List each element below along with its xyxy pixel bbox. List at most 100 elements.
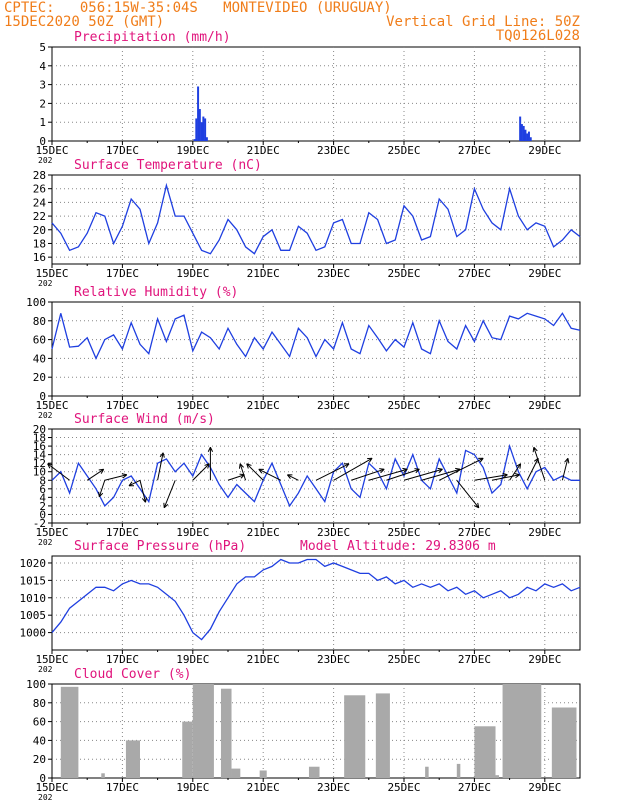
- wind-arrow: [351, 468, 385, 481]
- wind-arrow-head: [287, 474, 293, 480]
- precip-bar: [522, 125, 525, 141]
- y-tick-label: 1015: [20, 574, 47, 587]
- x-tick-label: 19DEC: [176, 144, 209, 157]
- wind-arrow-head: [379, 468, 385, 474]
- cloud-bar: [182, 721, 193, 778]
- x-tick-label: 25DEC: [387, 653, 420, 666]
- wind-arrow: [287, 474, 299, 481]
- y-tick-label: 0: [39, 135, 46, 148]
- x-tick-label: 15DEC: [35, 526, 68, 539]
- panel-3: Relative Humidity (%) 0 20 40 60 80 100 15DEC 17…: [26, 285, 581, 420]
- x-tick-label: 21DEC: [247, 781, 280, 794]
- y-tick-label: 20: [33, 224, 46, 237]
- precip-bar: [202, 116, 205, 141]
- precip-bar: [526, 133, 529, 141]
- y-tick-label: 1000: [20, 627, 47, 640]
- x-tick-label: 29DEC: [528, 526, 561, 539]
- cloud-bar: [502, 684, 542, 778]
- wind-arrow-shaft: [47, 463, 70, 481]
- wind-arrow-head: [159, 452, 165, 458]
- year-label: 202: [38, 793, 53, 800]
- wind-arrow-shaft: [438, 457, 484, 481]
- wind-arrow-head: [207, 447, 214, 452]
- cloud-bar: [60, 686, 79, 778]
- wind-arrow-shaft: [526, 458, 539, 481]
- wind-arrow: [509, 463, 522, 481]
- y-tick-label: 16: [33, 440, 46, 453]
- wind-arrow: [246, 463, 264, 481]
- x-tick-label: 25DEC: [387, 781, 420, 794]
- y-tick-label: 2: [39, 97, 46, 110]
- wind-arrow-shaft: [315, 463, 350, 481]
- series-line: [51, 182, 581, 255]
- x-tick-label: 27DEC: [458, 653, 491, 666]
- wind-arrow-head: [564, 457, 570, 464]
- wind-arrow-shaft: [287, 474, 299, 481]
- wind-arrow: [157, 452, 165, 481]
- precip-bar: [519, 116, 522, 141]
- panel-frame: [51, 174, 581, 265]
- y-tick-label: 12: [33, 457, 46, 470]
- x-tick-label: 21DEC: [247, 144, 280, 157]
- cloud-bar: [259, 770, 267, 778]
- precip-bar: [200, 122, 203, 141]
- precip-bar: [198, 109, 201, 141]
- panel-title: Surface Pressure (hPa): [74, 539, 246, 554]
- x-tick-label: 19DEC: [176, 653, 209, 666]
- panel-annotation: Model Altitude: 29.8306 m: [300, 539, 496, 554]
- x-tick-label: 15DEC: [35, 781, 68, 794]
- y-tick-label: 16: [33, 251, 46, 264]
- wind-arrow-shaft: [163, 480, 176, 508]
- wind-arrow-head: [367, 457, 373, 463]
- wind-arrow-head: [128, 481, 135, 487]
- wind-arrow: [474, 472, 508, 481]
- x-tick-label: 27DEC: [458, 526, 491, 539]
- x-tick-label: 19DEC: [176, 526, 209, 539]
- x-tick-label: 25DEC: [387, 399, 420, 412]
- wind-arrow-head: [474, 502, 480, 509]
- series-line: [51, 558, 581, 641]
- x-tick-label: 17DEC: [106, 144, 139, 157]
- x-tick-label: 29DEC: [528, 399, 561, 412]
- wind-arrow: [128, 479, 141, 487]
- x-tick-label: 23DEC: [317, 144, 350, 157]
- wind-arrow: [207, 447, 214, 481]
- wind-arrow: [98, 480, 106, 498]
- cloud-bar: [425, 766, 429, 778]
- wind-arrow-shaft: [351, 468, 385, 481]
- panel-frame: [51, 555, 581, 651]
- y-tick-label: 18: [33, 432, 46, 445]
- wind-arrow: [491, 473, 520, 481]
- precip-bar: [524, 129, 527, 141]
- wind-arrow: [403, 467, 443, 481]
- x-tick-label: 29DEC: [528, 267, 561, 280]
- panel-title: Precipitation (mm/h): [74, 30, 231, 45]
- wind-arrow-head: [98, 491, 104, 498]
- x-tick-label: 23DEC: [317, 781, 350, 794]
- y-tick-label: 60: [33, 334, 46, 347]
- precip-bar: [197, 86, 200, 141]
- y-tick-label: 40: [33, 352, 46, 365]
- x-tick-label: 25DEC: [387, 526, 420, 539]
- cloud-bar: [474, 726, 496, 778]
- panel-title: Surface Wind (m/s): [74, 412, 215, 427]
- x-tick-label: 17DEC: [106, 399, 139, 412]
- y-tick-label: 80: [33, 697, 46, 710]
- cloud-bar: [125, 740, 140, 778]
- wind-arrow: [386, 468, 420, 481]
- panel-title: Cloud Cover (%): [74, 667, 191, 682]
- wind-arrow-head: [532, 446, 538, 453]
- wind-arrow: [532, 446, 546, 481]
- model-code: TQ0126L028: [495, 28, 580, 44]
- wind-arrow-shaft: [333, 457, 373, 481]
- y-tick-label: 14: [33, 449, 47, 462]
- y-tick-label: 100: [26, 678, 46, 691]
- panel-6: Cloud Cover (%) 0 20 40 60 80 100 15DEC 17DEC 19D…: [26, 667, 581, 800]
- y-tick-label: 1010: [20, 592, 47, 605]
- panel-frame: [51, 428, 581, 524]
- wind-arrow-head: [516, 463, 522, 469]
- x-tick-label: 27DEC: [458, 781, 491, 794]
- station-header: CPTEC: 056:15W-35:04S MONTEVIDEO (URUGUA…: [4, 0, 392, 16]
- wind-arrow-head: [141, 497, 148, 503]
